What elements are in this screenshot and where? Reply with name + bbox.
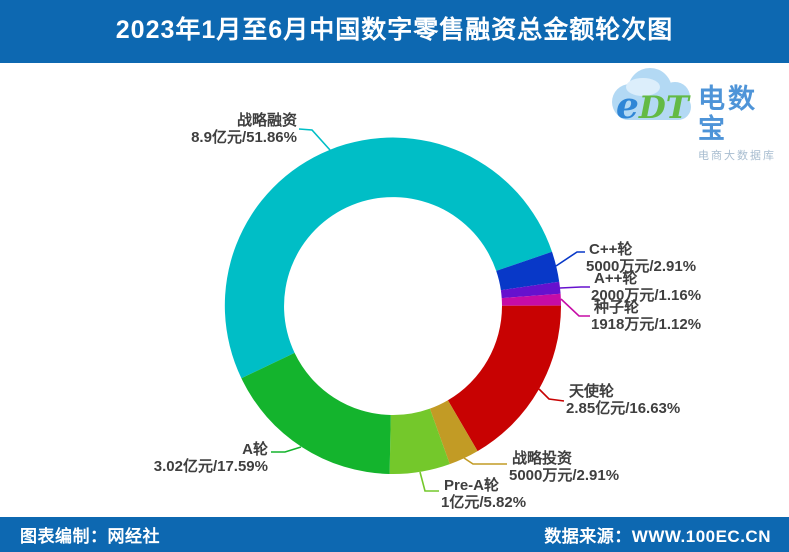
- logo-subtitle: 电商大数据库: [698, 150, 776, 162]
- leader-line-3: [560, 298, 590, 317]
- slice-label-a-round: A轮 3.02亿元/17.59%: [153, 441, 268, 475]
- pie-slice-4[interactable]: [447, 305, 562, 452]
- leader-line-1: [555, 251, 585, 267]
- edt-logo: eDT 电数宝 电商大数据库: [612, 66, 782, 162]
- page-title: 2023年1月至6月中国数字零售融资总金额轮次图: [115, 16, 674, 44]
- title-bar: 2023年1月至6月中国数字零售融资总金额轮次图: [0, 0, 789, 63]
- slice-label-strategic-financing: 战略融资 8.9亿元/51.86%: [191, 112, 297, 146]
- pie-slice-0[interactable]: [224, 137, 552, 379]
- leader-line-5: [463, 457, 507, 465]
- pie-slice-3[interactable]: [501, 293, 562, 306]
- footer-source: 数据来源：WWW.100EC.CN: [544, 527, 771, 546]
- slice-label-a-plus-plus-round: A++轮 2000万元/1.16%: [591, 270, 702, 304]
- slice-label-c-plus-plus-round: C++轮 5000万元/2.91%: [586, 241, 697, 275]
- leader-line-2: [559, 286, 590, 289]
- pie-slice-6[interactable]: [389, 408, 450, 475]
- slice-label-angel-round: 天使轮 2.85亿元/16.63%: [566, 383, 681, 417]
- footer-credit: 图表编制：网经社: [20, 527, 160, 546]
- slice-label-seed-round: 种子轮 1918万元/1.12%: [591, 299, 702, 333]
- footer-bar: 图表编制：网经社 数据来源：WWW.100EC.CN: [0, 517, 789, 552]
- pie-slice-7[interactable]: [241, 352, 391, 474]
- leader-line-4: [538, 388, 565, 402]
- pie-slice-5[interactable]: [429, 400, 478, 465]
- leader-line-0: [298, 128, 331, 151]
- cloud-logo-icon: eDT: [612, 66, 698, 146]
- pie-slice-1[interactable]: [496, 251, 560, 291]
- pie-slice-2[interactable]: [500, 281, 561, 299]
- logo-name: 电数宝: [698, 84, 758, 144]
- leader-line-7: [271, 446, 302, 453]
- leader-line-6: [419, 471, 439, 492]
- slice-label-pre-a-round: Pre-A轮 1亿元/5.82%: [441, 477, 527, 511]
- edt-wordmark: eDT: [616, 85, 689, 127]
- slice-label-strategic-investment: 战略投资 5000万元/2.91%: [509, 450, 620, 484]
